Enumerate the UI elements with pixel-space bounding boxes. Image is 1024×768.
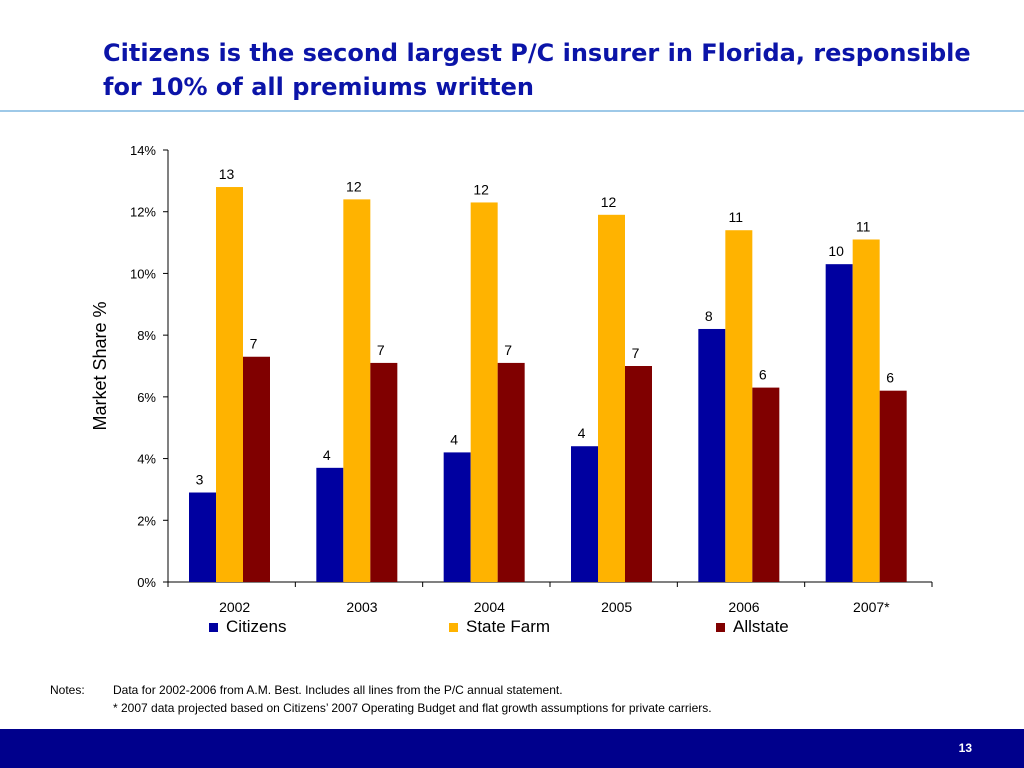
y-tick-label: 6% — [137, 390, 156, 405]
data-label-allstate: 6 — [886, 370, 894, 386]
notes-line-2: * 2007 data projected based on Citizens’… — [113, 701, 712, 715]
y-tick-label: 8% — [137, 328, 156, 343]
x-tick-label: 2006 — [728, 599, 759, 615]
bar-state-farm-2003 — [343, 199, 371, 582]
data-label-citizens: 4 — [578, 425, 586, 441]
bar-citizens-2002 — [189, 492, 216, 582]
y-tick-label: 0% — [137, 575, 156, 590]
bar-state-farm-2005 — [598, 214, 625, 583]
data-label-allstate: 7 — [632, 345, 640, 361]
data-label-state-farm: 13 — [219, 166, 235, 182]
data-label-allstate: 6 — [759, 367, 767, 383]
bar-allstate-2004 — [497, 362, 525, 582]
data-label-citizens: 8 — [705, 308, 713, 324]
bar-allstate-2003 — [370, 362, 398, 582]
data-label-state-farm: 11 — [856, 218, 871, 234]
y-tick-label: 12% — [130, 205, 156, 220]
legend-swatch-allstate — [716, 623, 725, 632]
legend-label: State Farm — [466, 617, 550, 636]
y-tick-label: 10% — [130, 266, 156, 281]
x-tick-label: 2004 — [474, 599, 505, 615]
bar-allstate-2005 — [625, 366, 652, 582]
bar-citizens-2006 — [698, 328, 726, 582]
data-label-citizens: 4 — [323, 447, 331, 463]
notes-line-1: Data for 2002-2006 from A.M. Best. Inclu… — [113, 683, 563, 697]
legend-swatch-citizens — [209, 623, 218, 632]
market-share-bar-chart: 0% 2% 4% 6% 8% 10% 12% 14% Market Share % 3 13 7 200… — [90, 143, 933, 636]
data-label-allstate: 7 — [250, 336, 258, 352]
footer-bar: 13 — [0, 729, 1024, 768]
data-label-state-farm: 12 — [601, 194, 617, 210]
legend-swatch-state-farm — [449, 623, 458, 632]
x-tick-label: 2005 — [601, 599, 632, 615]
page-title: Citizens is the second largest P/C insur… — [103, 39, 971, 101]
data-label-state-farm: 12 — [346, 178, 362, 194]
y-tick-label: 4% — [137, 452, 156, 467]
bar-citizens-2007 — [825, 264, 853, 582]
data-label-citizens: 4 — [450, 431, 458, 447]
x-tick-label: 2003 — [346, 599, 377, 615]
bar-state-farm-2002 — [216, 187, 243, 582]
bar-state-farm-2004 — [470, 202, 498, 582]
bar-allstate-2007 — [879, 390, 907, 582]
bar-state-farm-2006 — [725, 230, 753, 582]
bar-citizens-2004 — [443, 452, 471, 582]
notes-label: Notes: — [50, 683, 85, 697]
data-label-state-farm: 11 — [729, 209, 744, 225]
legend-label: Allstate — [733, 617, 789, 636]
x-tick-label: 2002 — [219, 599, 250, 615]
page-number: 13 — [958, 741, 972, 755]
data-label-state-farm: 12 — [473, 181, 489, 197]
data-label-citizens: 3 — [196, 472, 204, 488]
y-tick-label: 14% — [130, 143, 156, 158]
bar-citizens-2003 — [316, 467, 344, 582]
bar-allstate-2006 — [752, 387, 780, 582]
data-label-allstate: 7 — [377, 342, 385, 358]
x-tick-label: 2007* — [853, 599, 890, 615]
bar-allstate-2002 — [243, 356, 270, 582]
y-axis-label: Market Share % — [90, 301, 110, 430]
data-label-allstate: 7 — [504, 342, 512, 358]
bar-citizens-2005 — [571, 446, 598, 582]
data-label-citizens: 10 — [828, 243, 844, 259]
y-tick-label: 2% — [137, 513, 156, 528]
legend-label: Citizens — [226, 617, 286, 636]
title-divider — [0, 110, 1024, 112]
bar-state-farm-2007 — [852, 239, 880, 582]
